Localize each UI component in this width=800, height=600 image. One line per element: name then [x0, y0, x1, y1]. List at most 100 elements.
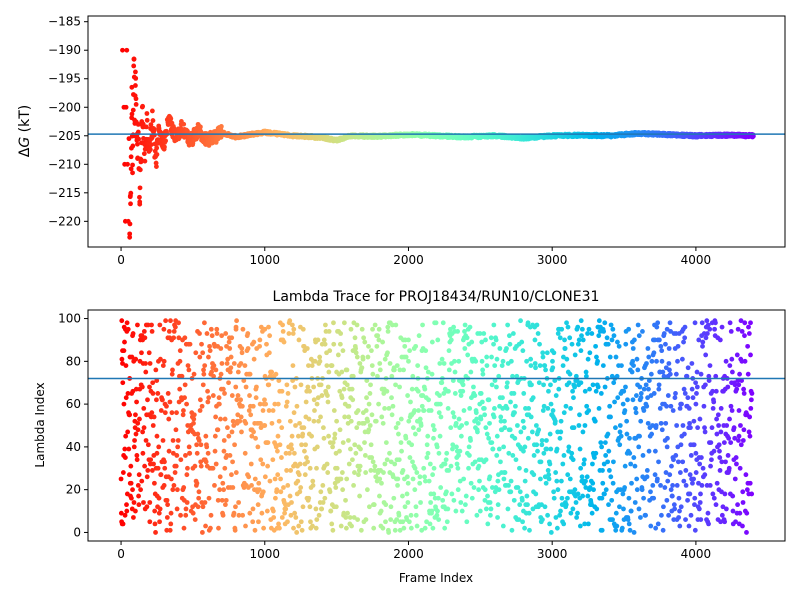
lambda-point: [728, 403, 734, 409]
lambda-point: [395, 476, 401, 482]
lambda-point: [266, 408, 272, 413]
lambda-point: [287, 450, 292, 456]
lambda-point: [534, 442, 540, 448]
lambda-point: [713, 502, 719, 508]
lambda-point: [473, 358, 479, 364]
lambda-point: [225, 356, 231, 362]
lambda-point: [515, 485, 521, 490]
lambda-point: [383, 519, 388, 525]
delta-g-point: [143, 124, 149, 130]
lambda-point: [227, 369, 233, 375]
lambda-point: [704, 331, 710, 336]
lambda-point: [133, 508, 138, 514]
lambda-point: [550, 408, 556, 413]
lambda-point: [367, 391, 373, 396]
lambda-point: [455, 328, 461, 334]
lambda-point: [303, 442, 308, 448]
lambda-point: [467, 405, 473, 411]
lambda-point: [526, 405, 532, 411]
lambda-point: [388, 459, 394, 465]
lambda-point: [125, 326, 131, 332]
lambda-point: [450, 442, 456, 448]
lambda-point: [174, 410, 179, 416]
lambda-point: [415, 363, 421, 369]
lambda-point: [402, 343, 408, 349]
delta-g-point: [138, 157, 144, 163]
lambda-point: [543, 367, 548, 373]
lambda-point: [284, 468, 290, 473]
lambda-point: [293, 515, 299, 520]
lambda-point: [468, 480, 474, 486]
lambda-point: [198, 442, 204, 448]
lambda-point: [245, 346, 251, 351]
lambda-point: [218, 416, 223, 422]
lambda-point: [429, 508, 435, 514]
lambda-point: [157, 506, 163, 512]
lambda-point: [500, 358, 506, 364]
lambda-point: [263, 401, 269, 407]
lambda-point: [736, 438, 741, 443]
lambda-point: [463, 493, 469, 499]
lambda-point: [636, 444, 642, 450]
lambda-point: [147, 384, 152, 390]
lambda-point: [343, 525, 349, 531]
lambda-point: [354, 322, 360, 328]
lambda-point: [242, 363, 248, 369]
lambda-point: [491, 414, 497, 420]
lambda-point: [309, 433, 315, 439]
lambda-point: [307, 388, 313, 394]
lambda-point: [157, 322, 163, 328]
lambda-point: [331, 408, 337, 413]
lambda-point: [223, 331, 229, 336]
lambda-point: [484, 354, 490, 360]
lambda-point: [613, 354, 619, 360]
lambda-point: [475, 429, 480, 435]
lambda-point: [732, 476, 738, 482]
lambda-point: [167, 399, 173, 405]
lambda-point: [369, 412, 375, 418]
lambda-point: [123, 363, 129, 369]
lambda-point: [133, 356, 139, 362]
lambda-point: [637, 433, 642, 439]
lambda-point: [367, 423, 373, 428]
lambda-point: [406, 418, 412, 424]
lambda-point: [739, 378, 744, 383]
lambda-point: [233, 324, 239, 330]
lambda-point: [130, 487, 135, 493]
lambda-point: [525, 435, 531, 441]
lambda-point: [430, 525, 436, 531]
lambda-point: [500, 395, 505, 401]
lambda-point: [489, 354, 494, 360]
lambda-point: [300, 504, 306, 510]
lambda-point: [134, 457, 140, 463]
lambda-point: [681, 386, 687, 392]
lambda-point: [135, 420, 141, 426]
lambda-point: [334, 418, 340, 424]
lambda-point: [567, 371, 573, 377]
lambda-point: [197, 397, 203, 403]
lambda-point: [387, 450, 392, 456]
lambda-point: [745, 343, 751, 349]
lambda-point: [682, 431, 687, 437]
lambda-point: [221, 448, 227, 454]
lambda-point: [517, 489, 523, 495]
lambda-point: [358, 527, 364, 533]
lambda-point: [575, 324, 581, 330]
lambda-point: [200, 504, 206, 510]
lambda-point: [399, 448, 404, 454]
lambda-point: [546, 472, 552, 478]
lambda-point: [161, 326, 167, 332]
lambda-point: [469, 339, 475, 345]
lambda-point: [740, 489, 746, 495]
lambda-point: [607, 403, 613, 409]
lambda-point: [123, 433, 129, 439]
lambda-point: [559, 495, 565, 501]
lambda-point: [663, 420, 669, 426]
lambda-point: [375, 373, 380, 379]
lambda-point: [272, 495, 278, 501]
lambda-point: [165, 502, 171, 508]
lambda-point: [134, 453, 140, 458]
lambda-point: [497, 346, 503, 351]
lambda-point: [727, 320, 733, 326]
lambda-point: [439, 356, 445, 362]
